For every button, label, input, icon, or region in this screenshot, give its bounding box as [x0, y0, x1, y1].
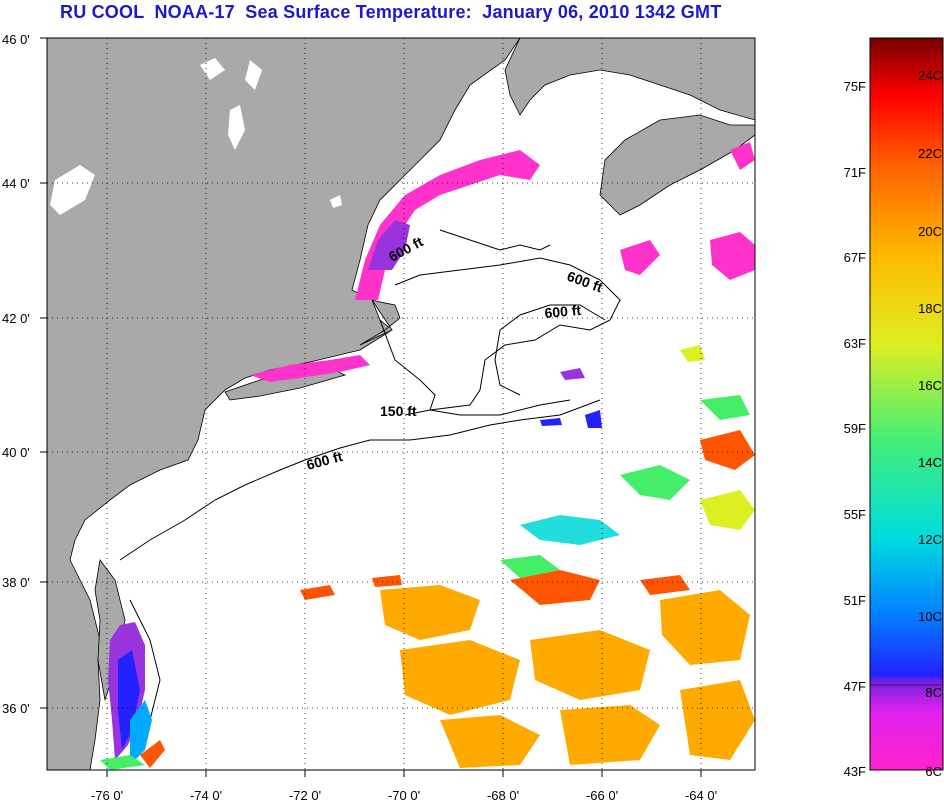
lon-label-68: -68 0' [487, 788, 519, 803]
tick-marks [40, 37, 702, 777]
lon-label-64: -64 0' [685, 788, 717, 803]
lat-label-40: 40 0' [2, 445, 30, 460]
land-delmarva [94, 559, 126, 701]
cb-c-label-12: 12C [918, 532, 942, 547]
cb-f-label-43: 43F [844, 764, 866, 779]
lat-label-38: 38 0' [2, 575, 30, 590]
cb-c-label-22: 22C [918, 146, 942, 161]
lon-label-66: -66 0' [586, 788, 618, 803]
lat-label-46: 46 0' [2, 32, 30, 47]
cb-f-label-51: 51F [844, 593, 866, 608]
land-canada [504, 38, 755, 121]
lon-label-72: -72 0' [289, 788, 321, 803]
cb-c-label-14: 14C [918, 455, 942, 470]
cb-c-label-24: 24C [918, 68, 942, 83]
cb-c-label-8: 8C [925, 685, 942, 700]
longitude-labels: -76 0' -74 0' -72 0' -70 0' -68 0' -66 0… [91, 788, 717, 803]
lat-label-36: 36 0' [2, 701, 30, 716]
map-plot: 600 ft 600 ft 600 ft 150 ft 600 ft [47, 38, 755, 770]
colorbar: 75F 71F 67F 63F 59F 55F 51F 47F 43F 24C … [844, 37, 944, 779]
cb-f-label-75: 75F [844, 79, 866, 94]
map-border [46, 37, 756, 771]
lon-label-70: -70 0' [388, 788, 420, 803]
colorbar-celsius-labels: 24C 22C 20C 18C 16C 14C 12C 10C 8C 6C [918, 68, 942, 779]
lat-label-42: 42 0' [2, 311, 30, 326]
cb-f-label-59: 59F [844, 421, 866, 436]
cb-f-label-47: 47F [844, 679, 866, 694]
cb-c-label-18: 18C [918, 301, 942, 316]
contour-label-150ft: 150 ft [380, 403, 417, 419]
land-cape-cod [359, 299, 401, 346]
lon-label-74: -74 0' [190, 788, 222, 803]
cb-c-label-10: 10C [918, 609, 942, 624]
map-title: RU COOL NOAA-17 Sea Surface Temperature:… [60, 2, 722, 22]
lon-label-76: -76 0' [91, 788, 123, 803]
cb-f-label-55: 55F [844, 507, 866, 522]
graticule [47, 38, 755, 770]
colorbar-scale [869, 37, 944, 771]
cb-f-label-63: 63F [844, 336, 866, 351]
cb-f-label-67: 67F [844, 250, 866, 265]
sst-patches [100, 142, 755, 770]
cb-c-label-6: 6C [925, 764, 942, 779]
contour-label-600ft-c: 600 ft [544, 302, 582, 321]
cb-c-label-16: 16C [918, 378, 942, 393]
latitude-labels: 46 0' 44 0' 42 0' 40 0' 38 0' 36 0' [2, 32, 30, 716]
bathymetry-contours [119, 229, 621, 751]
cb-f-label-71: 71F [844, 165, 866, 180]
cb-c-label-20: 20C [918, 224, 942, 239]
land-nova-scotia [599, 114, 755, 216]
lat-label-44: 44 0' [2, 176, 30, 191]
colorbar-fahrenheit-labels: 75F 71F 67F 63F 59F 55F 51F 47F 43F [844, 79, 866, 779]
land-mainland [47, 38, 521, 770]
